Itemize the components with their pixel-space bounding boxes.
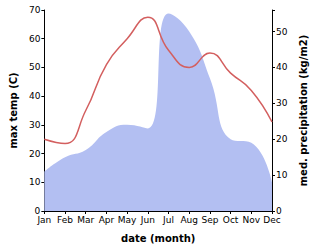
svg-text:40: 40 xyxy=(276,62,288,72)
svg-text:Aug: Aug xyxy=(180,215,198,225)
svg-text:Jan: Jan xyxy=(36,215,51,225)
svg-text:30: 30 xyxy=(276,98,288,108)
svg-text:Sep: Sep xyxy=(201,215,218,225)
svg-text:50: 50 xyxy=(29,62,41,72)
svg-text:Dec: Dec xyxy=(263,215,280,225)
svg-text:0: 0 xyxy=(276,206,282,216)
svg-text:med. precipitation (kg/m2): med. precipitation (kg/m2) xyxy=(298,35,309,187)
svg-text:10: 10 xyxy=(29,177,41,187)
svg-text:Apr: Apr xyxy=(99,215,115,225)
svg-text:40: 40 xyxy=(29,91,41,101)
svg-text:0: 0 xyxy=(34,206,41,216)
svg-text:max temp (C): max temp (C) xyxy=(8,72,19,148)
svg-text:20: 20 xyxy=(276,134,288,144)
svg-text:Feb: Feb xyxy=(57,215,73,225)
svg-text:50: 50 xyxy=(276,27,288,37)
svg-text:70: 70 xyxy=(29,5,41,15)
svg-text:May: May xyxy=(118,215,137,225)
svg-text:60: 60 xyxy=(29,34,41,44)
svg-text:Oct: Oct xyxy=(223,215,239,225)
svg-text:Mar: Mar xyxy=(77,215,94,225)
svg-text:Nov: Nov xyxy=(243,215,261,225)
svg-text:Jul: Jul xyxy=(162,215,174,225)
svg-text:Jun: Jun xyxy=(140,215,155,225)
svg-text:date (month): date (month) xyxy=(121,233,195,244)
svg-text:30: 30 xyxy=(29,120,41,130)
svg-text:10: 10 xyxy=(276,170,288,180)
svg-text:20: 20 xyxy=(29,149,41,159)
